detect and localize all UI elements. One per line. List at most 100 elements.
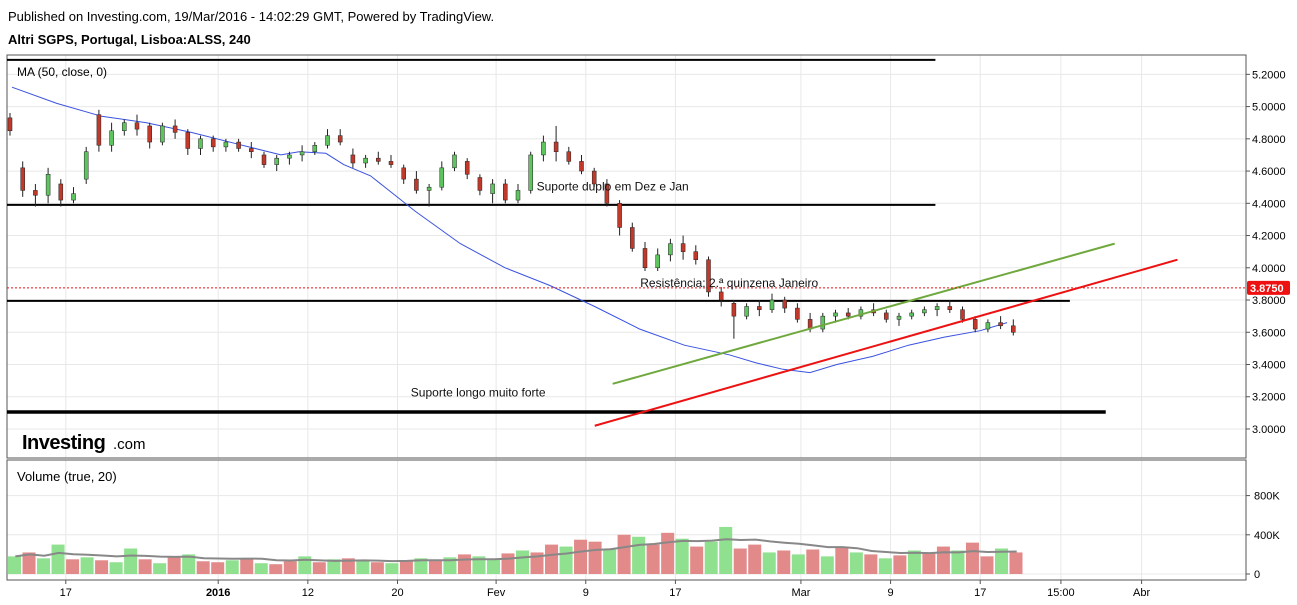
published-info: Published on Investing.com, 19/Mar/2016 … — [8, 9, 495, 24]
price-tick-label: 3.8000 — [1252, 295, 1286, 307]
volume-bar — [820, 556, 834, 574]
candle-body — [210, 138, 216, 148]
volume-bar — [37, 558, 51, 574]
candle-body — [833, 312, 838, 317]
candle-body — [490, 183, 495, 194]
candle-body — [96, 114, 102, 146]
volume-axis: 0 400K 800K — [1246, 491, 1280, 581]
volume-bar — [196, 561, 210, 574]
volume-bar — [603, 548, 617, 574]
volume-bar — [211, 562, 225, 574]
annotation-text: Suporte duplo em Dez e Jan — [537, 179, 689, 193]
candle-body — [680, 243, 686, 252]
volume-bar — [1009, 552, 1023, 574]
volume-tick-label: 0 — [1254, 569, 1260, 581]
candle-body — [718, 291, 724, 301]
ma-indicator-label: MA (50, close, 0) — [17, 65, 107, 79]
volume-bar — [167, 556, 181, 574]
candle-body — [350, 154, 356, 164]
price-grid — [7, 55, 1246, 458]
candle-body — [236, 141, 241, 149]
volume-bar — [370, 562, 384, 574]
candle-body — [782, 299, 787, 309]
volume-bar — [95, 560, 109, 574]
x-tick-label: Abr — [1133, 587, 1150, 599]
candle-body — [528, 154, 533, 191]
x-tick-label: 2016 — [206, 587, 230, 599]
candle-body — [363, 157, 368, 164]
candle-body — [998, 322, 1003, 327]
candle-body — [147, 125, 152, 143]
candle-body — [541, 141, 546, 156]
volume-bar — [878, 558, 892, 574]
candle-body — [947, 306, 953, 310]
volume-bar — [22, 552, 36, 574]
volume-bar — [545, 544, 559, 574]
candle-body — [261, 154, 267, 165]
volume-bar — [443, 557, 457, 574]
volume-bar — [951, 550, 965, 574]
candle-body — [198, 138, 203, 149]
candle-body — [7, 117, 13, 132]
volume-bar — [51, 544, 65, 574]
volume-bar — [574, 539, 588, 574]
candle-body — [223, 141, 229, 148]
volume-bar — [646, 544, 660, 574]
candle-body — [820, 315, 826, 330]
volume-bar — [907, 550, 921, 574]
price-tick-label: 4.2000 — [1252, 231, 1286, 243]
volume-bar — [153, 563, 167, 574]
candle-body — [426, 186, 432, 191]
volume-bar — [849, 552, 863, 574]
x-tick-label: 15:00 — [1047, 587, 1075, 599]
candle-body — [287, 154, 292, 159]
candle-body — [172, 125, 178, 133]
volume-bar — [486, 559, 500, 574]
x-tick-label: Mar — [791, 587, 810, 599]
candle-body — [668, 243, 673, 256]
candle-body — [503, 183, 508, 201]
price-tick-label: 5.2000 — [1252, 69, 1286, 81]
volume-bar — [719, 526, 733, 574]
candle-body — [566, 151, 572, 162]
volume-bar — [922, 553, 936, 574]
logo-text: Investing — [22, 432, 105, 454]
annotation-text: Suporte longo muito forte — [411, 386, 546, 400]
candle-body — [122, 122, 127, 132]
candle-body — [655, 254, 660, 269]
last-price-tag-box — [1247, 280, 1290, 295]
x-tick-label: 20 — [391, 587, 403, 599]
volume-bar — [994, 548, 1008, 574]
price-axis: 3.0000 3.2000 3.4000 3.6000 3.8000 4.0000 4.20… — [1246, 69, 1286, 436]
price-tick-label: 4.8000 — [1252, 134, 1286, 146]
volume-pane-frame — [6, 459, 1247, 581]
volume-bar — [762, 552, 776, 574]
volume-bar — [341, 558, 355, 574]
volume-bar — [327, 559, 341, 574]
last-price-label: 3.8750 — [1250, 283, 1284, 295]
volume-bar — [225, 560, 239, 574]
candle-body — [706, 259, 711, 293]
volume-bar — [791, 554, 805, 574]
annotation-text: Resistência: 2.ª quinzena Janeiro — [640, 276, 818, 290]
volume-bar — [777, 550, 791, 574]
volume-bar — [385, 563, 399, 574]
price-pane-frame — [6, 54, 1247, 459]
volume-bar — [835, 546, 849, 574]
volume-bar — [80, 557, 94, 574]
volume-bar — [8, 556, 22, 574]
candle-body — [312, 145, 318, 152]
volume-bar — [965, 542, 979, 574]
x-tick-label: 17 — [669, 587, 681, 599]
candle-body — [33, 190, 38, 196]
candle-body — [20, 167, 25, 191]
volume-bar — [472, 556, 486, 574]
candle-body — [414, 178, 419, 191]
candle-body — [934, 306, 940, 310]
volume-bar — [588, 541, 602, 574]
candle-body — [325, 135, 330, 146]
candle-body — [909, 312, 914, 317]
volume-bar — [254, 563, 268, 574]
trendline — [594, 258, 1178, 427]
volume-bar — [617, 534, 631, 574]
